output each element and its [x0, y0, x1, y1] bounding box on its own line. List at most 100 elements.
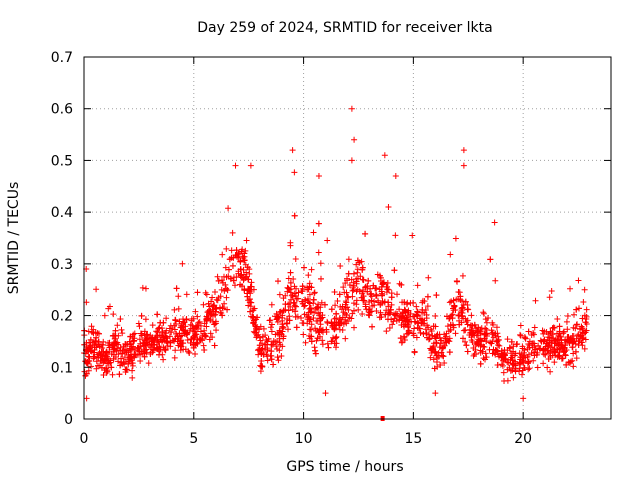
data-point	[168, 329, 175, 336]
data-point	[540, 360, 547, 367]
data-point	[386, 310, 393, 317]
data-point	[468, 312, 475, 319]
data-point	[494, 362, 501, 369]
data-point	[295, 289, 302, 296]
data-point	[556, 349, 563, 356]
data-point	[370, 282, 377, 289]
data-point	[505, 359, 512, 366]
data-point	[210, 302, 217, 309]
data-point	[549, 352, 556, 359]
data-point	[498, 361, 505, 368]
data-point	[109, 341, 116, 348]
data-point	[231, 282, 238, 289]
data-point	[443, 313, 450, 320]
data-point	[201, 347, 208, 354]
data-point	[142, 285, 149, 292]
data-point	[350, 307, 357, 314]
data-point	[200, 342, 207, 349]
data-point	[179, 260, 186, 267]
data-point	[333, 333, 340, 340]
data-point	[477, 330, 484, 337]
data-point	[256, 326, 263, 333]
data-point	[319, 329, 326, 336]
data-point	[504, 359, 511, 366]
data-point	[285, 307, 292, 314]
data-point	[490, 346, 497, 353]
y-axis-label: SRMTID / TECUs	[6, 182, 22, 295]
data-point	[313, 304, 320, 311]
x-tick-label: 5	[189, 431, 198, 447]
data-point	[253, 326, 260, 333]
data-point	[93, 334, 100, 341]
data-point	[324, 237, 331, 244]
data-point	[362, 284, 369, 291]
data-point	[243, 269, 250, 276]
data-point	[433, 292, 440, 299]
data-point	[298, 315, 305, 322]
data-point	[346, 281, 353, 288]
data-point	[368, 290, 375, 297]
data-point	[580, 299, 587, 306]
data-point	[530, 357, 537, 364]
data-point	[311, 290, 318, 297]
data-point	[87, 336, 94, 343]
data-point	[149, 322, 156, 329]
data-point	[532, 297, 539, 304]
data-point	[463, 342, 470, 349]
data-point	[423, 329, 430, 336]
data-point	[304, 316, 311, 323]
data-point	[522, 335, 529, 342]
data-point	[308, 321, 315, 328]
data-point	[460, 301, 467, 308]
data-point	[350, 282, 357, 289]
data-point	[469, 323, 476, 330]
data-point	[92, 338, 99, 345]
data-point	[360, 293, 367, 300]
data-point	[432, 390, 439, 397]
data-point	[567, 337, 574, 344]
data-point	[416, 325, 423, 332]
data-point	[313, 337, 320, 344]
x-tick-label: 15	[404, 431, 422, 447]
data-point	[249, 307, 256, 314]
data-point	[156, 351, 163, 358]
data-point	[103, 349, 110, 356]
data-point	[213, 327, 220, 334]
data-point	[582, 319, 589, 326]
data-point	[481, 335, 488, 342]
data-point	[321, 301, 328, 308]
data-point	[110, 342, 117, 349]
data-point	[290, 299, 297, 306]
data-point	[306, 291, 313, 298]
data-point	[337, 262, 344, 269]
data-point	[153, 328, 160, 335]
data-point	[460, 162, 467, 169]
data-point	[207, 308, 214, 315]
data-point	[456, 289, 463, 296]
data-point	[237, 258, 244, 265]
data-point	[573, 355, 580, 362]
data-point	[361, 297, 368, 304]
data-point	[270, 361, 277, 368]
data-point	[573, 321, 580, 328]
data-point	[219, 279, 226, 286]
data-point	[280, 295, 287, 302]
data-point	[241, 287, 248, 294]
data-point	[373, 308, 380, 315]
data-point	[145, 341, 152, 348]
data-point	[469, 331, 476, 338]
data-point	[383, 283, 390, 290]
data-point	[115, 341, 122, 348]
data-point	[439, 345, 446, 352]
data-point	[436, 334, 443, 341]
data-point	[385, 299, 392, 306]
data-point	[267, 324, 274, 331]
data-point	[449, 315, 456, 322]
data-point	[510, 343, 517, 350]
data-point	[119, 330, 126, 337]
data-point	[318, 327, 325, 334]
data-point	[157, 319, 164, 326]
data-point	[105, 305, 112, 312]
data-point	[482, 316, 489, 323]
data-point	[444, 323, 451, 330]
